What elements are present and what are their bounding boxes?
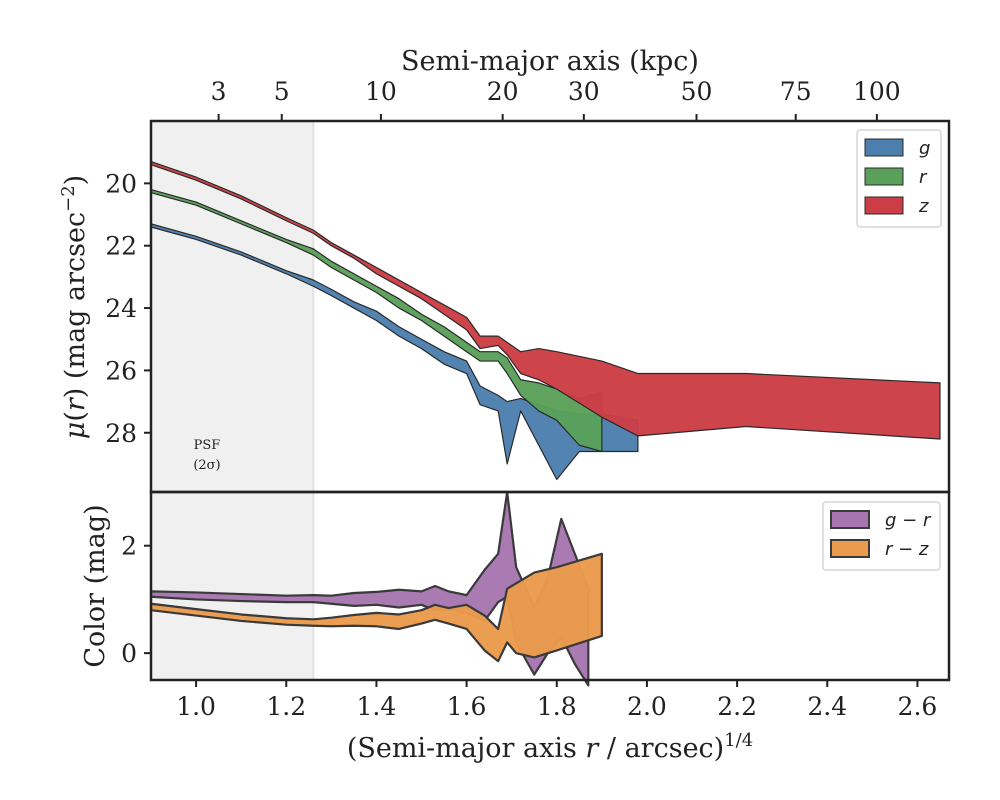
top-x-tick-label: 50 xyxy=(681,77,713,106)
top-x-tick-label: 20 xyxy=(487,77,519,106)
x-tick-label: 1.4 xyxy=(357,692,397,721)
legend-swatch xyxy=(830,539,870,558)
color-y-tick-label: 0 xyxy=(121,639,137,668)
x-axis-title: (Semi-major axis r / arcsec)1/4 xyxy=(347,730,753,764)
legend-swatch xyxy=(830,510,870,529)
legend-swatch xyxy=(864,167,904,186)
legend-swatch xyxy=(864,196,904,215)
series-band-rz xyxy=(149,552,603,663)
psf-label-line2: (2σ) xyxy=(193,458,220,473)
x-tick-label: 2.0 xyxy=(627,692,667,721)
psf-region-bottom xyxy=(151,492,314,680)
x-tick-label: 1.0 xyxy=(176,692,216,721)
top-x-tick-label: 100 xyxy=(853,77,901,106)
x-tick-label: 2.6 xyxy=(898,692,938,721)
psf-region-top xyxy=(151,121,314,492)
y-tick-label: 20 xyxy=(105,169,137,198)
top-x-tick-label: 5 xyxy=(274,77,290,106)
y-tick-label: 28 xyxy=(105,419,137,448)
color-series xyxy=(149,490,603,687)
x-tick-label: 1.8 xyxy=(537,692,577,721)
top-axis-title: Semi-major axis (kpc) xyxy=(401,46,699,77)
legend-label: r xyxy=(919,167,928,188)
color-y-tick-label: 2 xyxy=(121,532,137,561)
top-y-axis-title: μ(r) (mag arcsec−2) xyxy=(58,175,91,439)
y-tick-label: 24 xyxy=(105,294,137,323)
series-band-g xyxy=(150,223,639,481)
bottom-y-axis-title: Color (mag) xyxy=(80,504,111,667)
axis-ticks: 1.0 1.2 1.4 1.6 1.8 2.0 2.2 2.4 2.63 5 10 20 30 50 75 1… xyxy=(105,77,937,721)
legends: grz g − r r − z xyxy=(822,129,942,571)
top-x-tick-label: 10 xyxy=(365,77,397,106)
legend-swatch xyxy=(864,138,904,157)
x-tick-label: 2.2 xyxy=(717,692,757,721)
series-band-r xyxy=(150,188,603,453)
y-tick-label: 26 xyxy=(105,356,137,385)
top-x-tick-label: 3 xyxy=(211,77,227,106)
legend-label: g − r xyxy=(885,510,932,531)
y-tick-label: 22 xyxy=(105,232,137,261)
surface-brightness-series xyxy=(150,160,941,481)
bottom-panel-frame xyxy=(149,490,951,682)
series-band-gr xyxy=(149,490,590,687)
top-x-tick-label: 30 xyxy=(568,77,600,106)
top-x-tick-label: 75 xyxy=(780,77,812,106)
series-band-z xyxy=(150,160,941,440)
legend-label: r − z xyxy=(885,539,929,560)
x-tick-label: 1.6 xyxy=(447,692,487,721)
legend-label: z xyxy=(918,196,929,217)
x-tick-label: 2.4 xyxy=(807,692,847,721)
legend-label: g xyxy=(919,138,930,159)
psf-label-line1: PSF xyxy=(194,438,221,453)
x-tick-label: 1.2 xyxy=(266,692,306,721)
